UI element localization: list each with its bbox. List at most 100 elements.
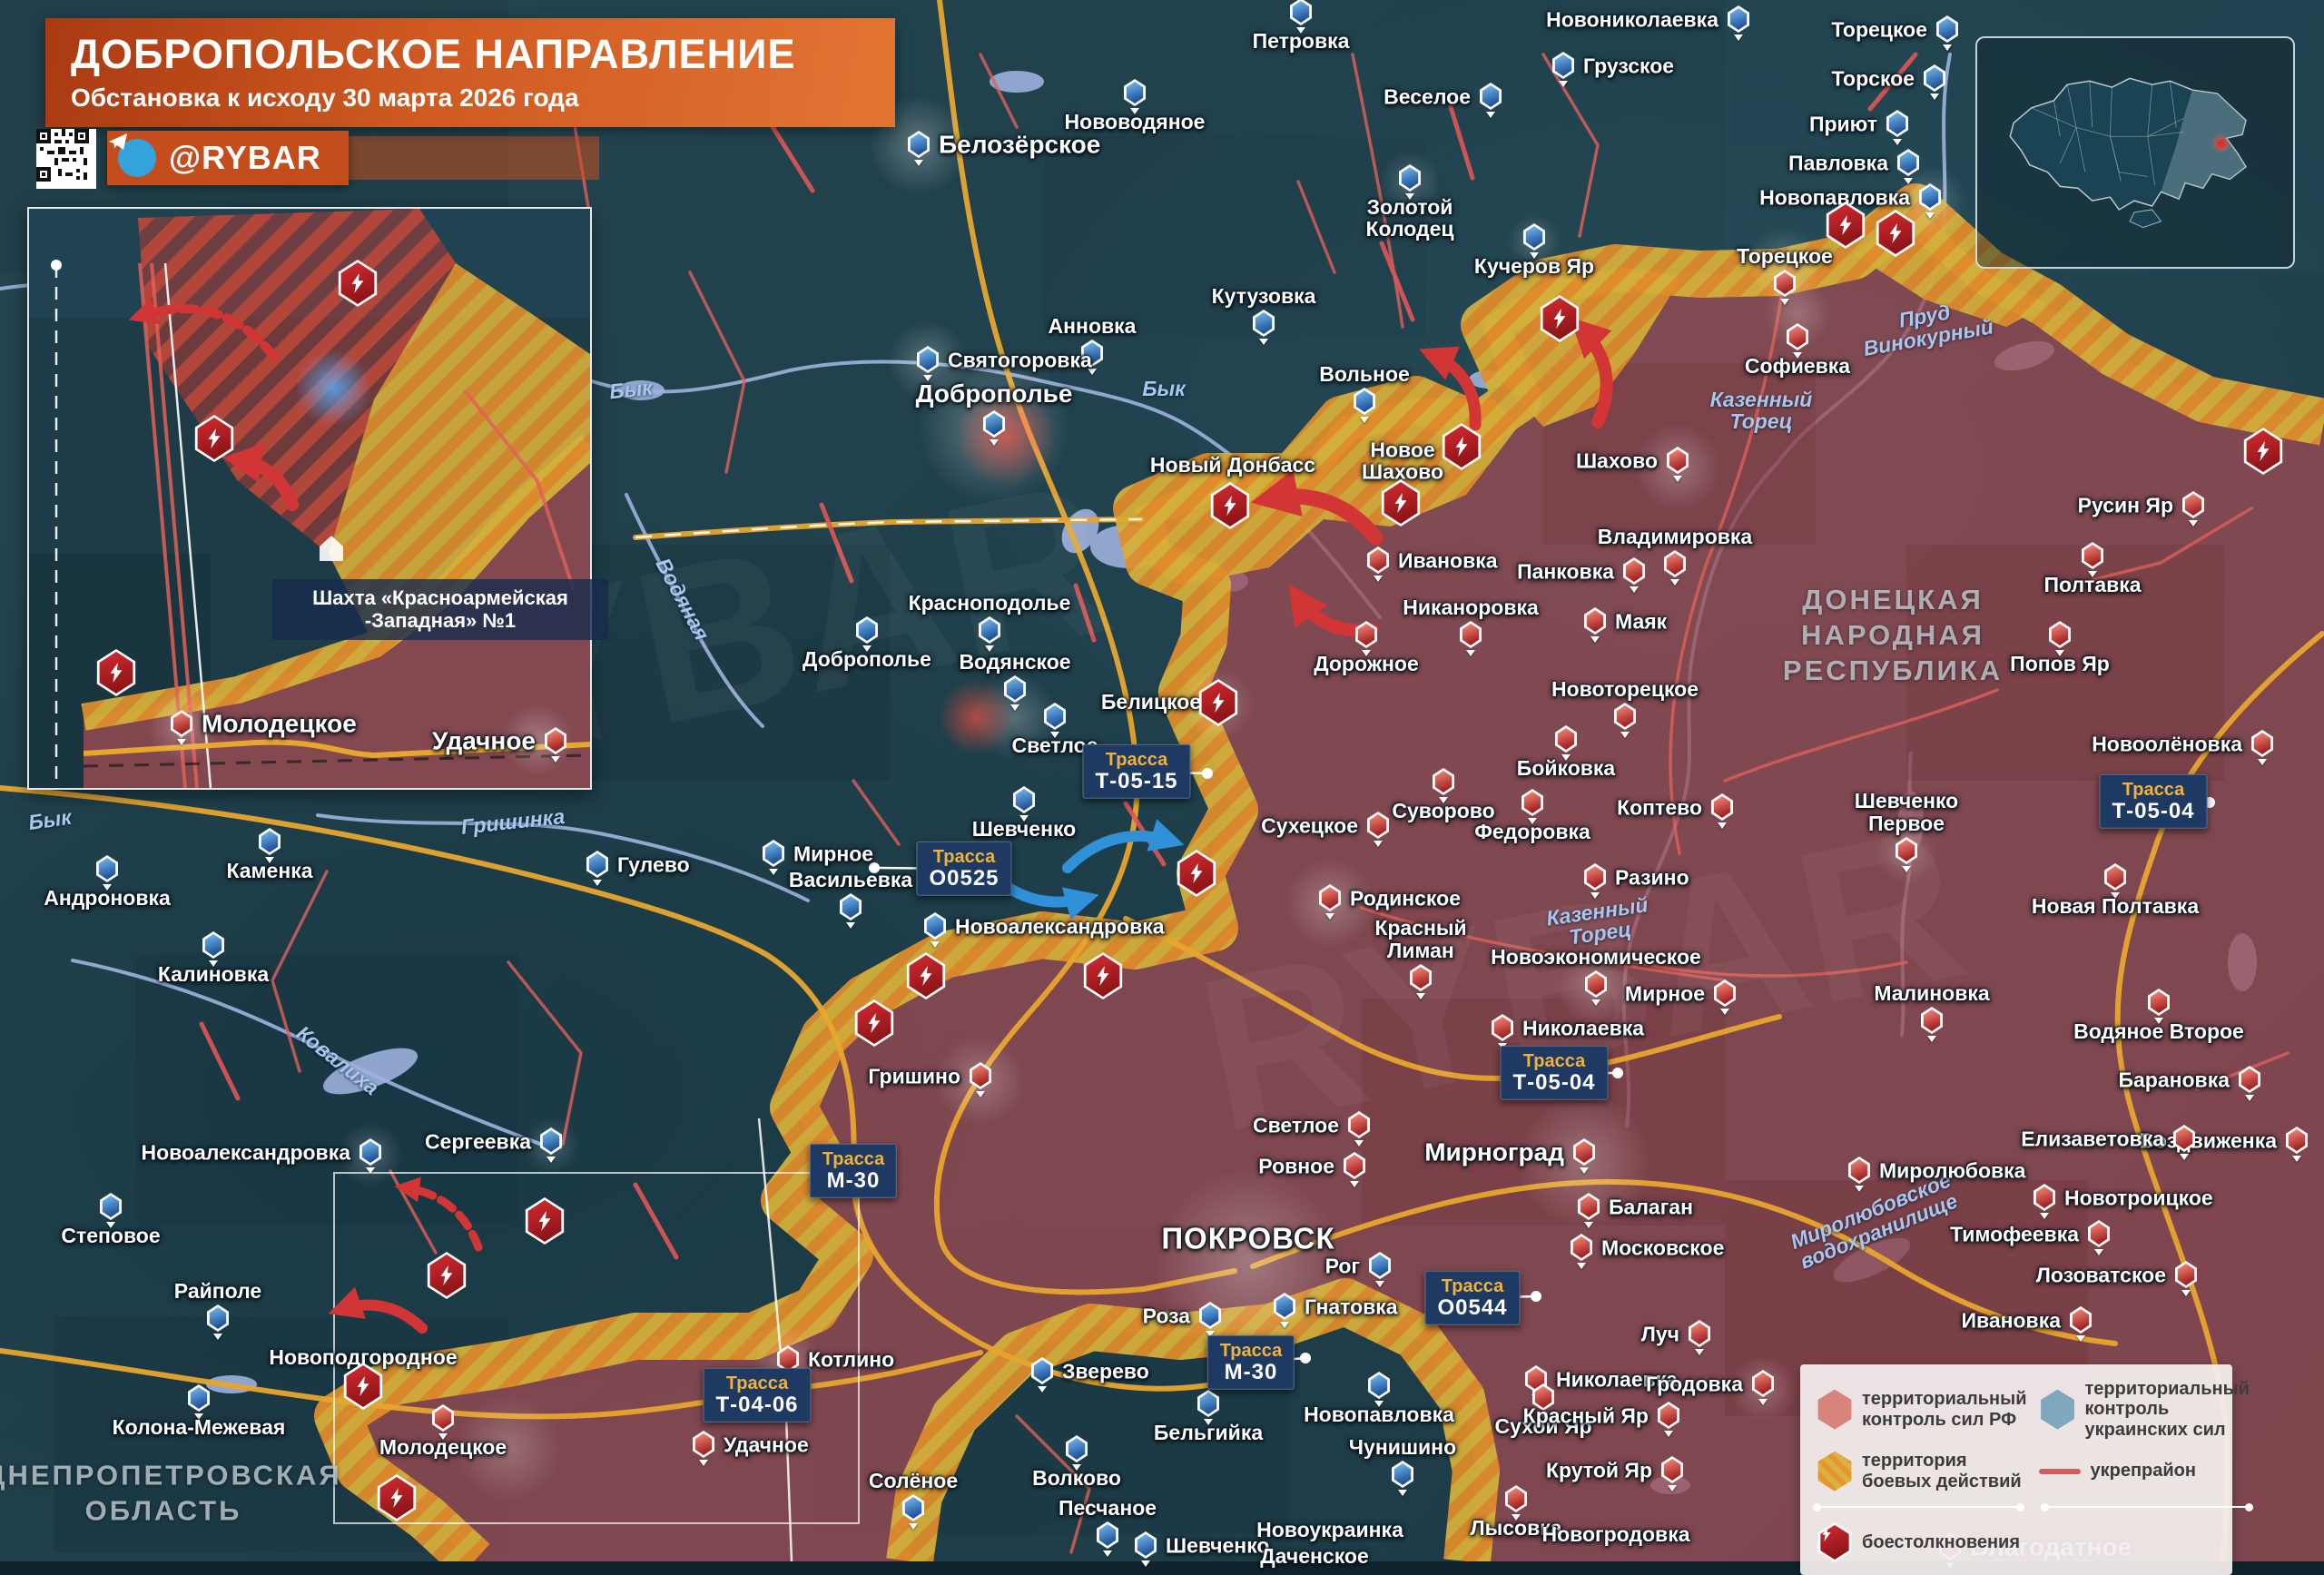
marker-pointer <box>213 1334 222 1344</box>
marker-pointer <box>914 160 923 171</box>
marker-pointer <box>1141 1560 1150 1571</box>
qr-code[interactable] <box>36 129 96 189</box>
settlement-marker <box>1410 964 1432 991</box>
settlement-label: Сухой Яр <box>1494 1414 1592 1438</box>
settlement-label: Водяное Второе <box>2073 1019 2244 1043</box>
marker-pointer <box>1088 369 1097 379</box>
settlement-label: Панковка <box>1517 559 1614 584</box>
settlement-label: Павловка <box>1788 151 1888 175</box>
settlement-label: Никаноровка <box>1403 595 1539 619</box>
legend-divider <box>1812 1502 2254 1511</box>
settlement-marker <box>1480 83 1502 110</box>
ru-attack-arrow <box>394 1176 483 1252</box>
legend-item-ru-control: территориальный контроль сил РФ <box>1817 1379 2026 1440</box>
marker-pointer <box>1038 1386 1047 1397</box>
marker-pointer <box>1325 913 1334 924</box>
marker-pointer <box>593 880 602 891</box>
settlement-marker <box>1571 1234 1592 1261</box>
settlement-marker <box>171 710 192 737</box>
settlement-marker <box>2173 1125 2195 1152</box>
settlement-label: Николаевка <box>1556 1367 1679 1392</box>
settlement-label: Тимофеевка <box>1950 1222 2079 1246</box>
settlement-marker <box>1578 1193 1600 1220</box>
settlement-label: Кучеров Яр <box>1473 254 1595 278</box>
settlement-marker <box>1367 812 1389 839</box>
settlement-marker <box>1552 52 1574 79</box>
settlement-marker <box>1460 621 1482 648</box>
settlement-marker <box>763 840 784 867</box>
settlement-marker <box>1689 1320 1710 1347</box>
settlement-label: Ровное <box>1258 1154 1334 1178</box>
marker-pointer <box>2189 520 2198 531</box>
settlement-marker <box>2239 1066 2260 1093</box>
marker-pointer <box>209 960 218 971</box>
fortified-line-swatch <box>2039 1468 2082 1474</box>
marker-pointer <box>1718 822 1727 833</box>
marker-pointer <box>438 1433 448 1444</box>
settlement-marker <box>1521 789 1543 816</box>
settlement-marker <box>1399 164 1421 192</box>
marker-pointer <box>1893 139 1902 150</box>
settlement-marker <box>1658 1402 1679 1429</box>
rybar-telegram-badge[interactable]: @RYBAR <box>107 131 349 185</box>
legend-label: укрепрайон <box>2090 1461 2196 1481</box>
settlement-marker <box>856 616 878 644</box>
settlement-label: Воздвиженка <box>2139 1128 2277 1153</box>
settlement-label: Золотой Колодец <box>1365 195 1454 241</box>
settlement-label: Торецкое <box>1831 17 1927 42</box>
road-badge-word: Трасса <box>1219 1340 1283 1361</box>
marker-pointer <box>1734 34 1743 45</box>
settlement-marker <box>902 1494 924 1521</box>
settlement-marker <box>1921 1007 1943 1034</box>
marker-pointer <box>1670 579 1679 590</box>
legend-label: территориальный контроль сил РФ <box>1862 1389 2027 1430</box>
settlement-marker <box>1369 1252 1391 1279</box>
marker-pointer <box>2258 759 2267 770</box>
settlement-marker <box>1044 703 1066 730</box>
legend-label: боестолкновения <box>1862 1531 2021 1552</box>
settlement-marker <box>1066 1435 1088 1462</box>
marker-pointer <box>1103 1550 1112 1561</box>
map-legend: территориальный контроль сил РФ территор… <box>1800 1364 2254 1575</box>
settlement-marker <box>100 1193 122 1220</box>
river-label: Бык <box>1142 376 1186 400</box>
marker-pointer <box>1855 1186 1864 1196</box>
marker-pointer <box>1904 178 1913 189</box>
settlement-marker <box>777 1345 799 1373</box>
settlement-marker <box>2251 730 2273 757</box>
settlement-label: Рог <box>1324 1254 1360 1278</box>
settlement-label: Мирное <box>1624 981 1705 1006</box>
settlement-label: Балаган <box>1609 1195 1693 1219</box>
settlement-label: Торецкое <box>1737 243 1833 268</box>
road-badge-word: Трасса <box>932 846 996 867</box>
settlement-label: Новый Донбасс <box>1149 452 1316 477</box>
settlement-label: Шевченко <box>1166 1533 1270 1558</box>
settlement-label: Белицкое <box>1100 689 1202 714</box>
settlement-label: Гнатовка <box>1305 1294 1398 1319</box>
marker-pointer <box>769 869 778 880</box>
settlement-marker <box>1013 786 1035 813</box>
settlement-label: Святогоровка <box>948 348 1092 372</box>
settlement-label: Новоалександровка <box>141 1140 350 1165</box>
settlement-marker <box>1585 970 1607 998</box>
settlement-marker <box>202 931 224 959</box>
settlement-label: Красный Яр <box>1522 1403 1649 1428</box>
marker-pointer <box>2180 1154 2189 1165</box>
settlement-marker <box>1290 0 1312 25</box>
road-badge-code: Т-05-04 <box>2112 798 2195 823</box>
settlement-label: Нововодяное <box>1064 110 1206 133</box>
settlement-label: Новоалександровка <box>955 914 1165 939</box>
marker-pointer <box>551 756 560 767</box>
settlement-marker <box>1135 1531 1157 1559</box>
settlement-marker <box>1897 149 1919 176</box>
settlement-marker <box>1081 340 1103 367</box>
combat-zone-swatch <box>1817 1451 1852 1491</box>
road-badge: Трасса Т-05-15 <box>1082 743 1191 800</box>
road-badge-word: Трасса <box>822 1148 885 1169</box>
settlement-label: Шахово <box>1575 448 1658 473</box>
road-badge: Трасса Т-05-04 <box>2099 773 2208 830</box>
map-subtitle: Обстановка к исходу 30 марта 2026 года <box>71 84 579 112</box>
marker-pointer <box>106 1222 115 1233</box>
settlement-marker <box>1348 1111 1370 1138</box>
